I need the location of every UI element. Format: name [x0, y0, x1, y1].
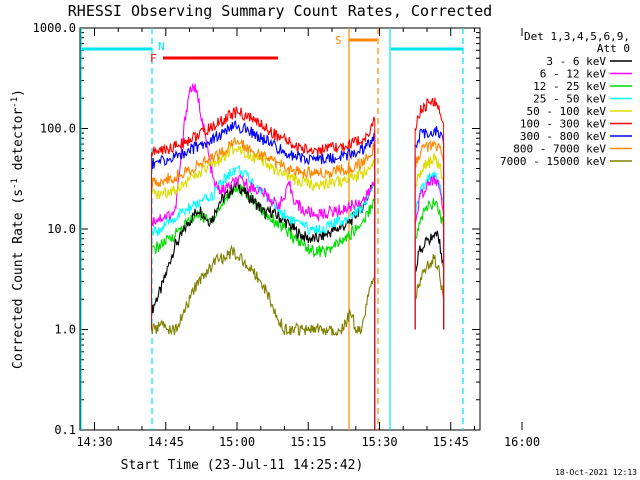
x-axis: 14:30 14:45 15:00 15:15 15:30 15:45 16:00: [76, 28, 540, 449]
y-tick-label: 10.0: [47, 222, 76, 236]
x-tick-label: 14:45: [148, 435, 184, 449]
y-axis-label-part2: detector: [11, 108, 26, 179]
series-line-6: [150, 120, 376, 170]
series-line-b-4: [414, 152, 445, 189]
series-line-0: [150, 178, 376, 318]
series-line-b-8: [414, 254, 445, 300]
y-axis-label-part1: Corrected Count Rate (s: [11, 189, 26, 369]
series-line-b-5: [414, 97, 445, 132]
y-tick-label: 1.0: [54, 323, 76, 337]
legend-header-attenuator: Att 0: [597, 42, 630, 55]
x-tick-label: 14:30: [76, 435, 112, 449]
x-tick-label: 16:00: [504, 435, 540, 449]
y-tick-label: 1000.0: [33, 21, 76, 35]
legend-label: 12 - 25 keV: [533, 80, 606, 93]
series-line-7: [150, 137, 376, 189]
saa-label: S: [335, 34, 342, 47]
y-axis: 0.1 1.0 10.0 100.0 1000.0: [33, 21, 480, 437]
series-line-1: [150, 82, 376, 228]
y-axis-label-sup1: -1: [10, 178, 20, 189]
x-tick-label: 15:45: [433, 435, 469, 449]
chart-title: RHESSI Observing Summary Count Rates, Co…: [68, 2, 492, 20]
x-tick-label: 15:00: [219, 435, 255, 449]
legend-label: 800 - 7000 keV: [513, 143, 606, 156]
series-line-b-7: [414, 139, 445, 168]
y-axis-label-part3: ): [11, 89, 26, 97]
footer-date: 18-Oct-2021 12:13: [555, 468, 637, 477]
legend-label: 300 - 800 keV: [520, 130, 606, 143]
series-line-b-6: [415, 126, 445, 149]
series-line-b-1: [414, 175, 445, 225]
x-axis-label: Start Time (23-Jul-11 14:25:42): [121, 458, 364, 473]
y-axis-label-sup2: -1: [10, 97, 20, 108]
series-line-3: [150, 164, 376, 238]
series-line-4: [150, 143, 376, 200]
series-line-b-0: [414, 230, 445, 272]
plot-frame: [79, 27, 481, 431]
legend-label: 7000 - 15000 keV: [500, 155, 606, 168]
legend-header-detectors: Det 1,3,4,5,6,9,: [524, 30, 630, 43]
y-tick-label: 0.1: [54, 423, 76, 437]
series-line-2: [151, 183, 376, 258]
series-layer: [150, 82, 445, 430]
y-axis-label: Corrected Count Rate (s-1 detector-1): [10, 89, 26, 369]
y-tick-label: 100.0: [40, 122, 76, 136]
x-tick-label: 15:15: [290, 435, 326, 449]
flare-label: F: [150, 52, 157, 65]
series-line-5: [151, 106, 376, 157]
legend-label: 50 - 100 keV: [527, 105, 607, 118]
series-line-b-2: [414, 198, 445, 242]
annotation-layer: N S F: [80, 28, 464, 430]
legend-label: 3 - 6 keV: [546, 55, 606, 68]
x-tick-label: 15:30: [361, 435, 397, 449]
legend-label: 100 - 300 keV: [520, 118, 606, 131]
night-label: N: [158, 40, 165, 53]
legend-label: 25 - 50 keV: [533, 93, 606, 106]
legend-label: 6 - 12 keV: [540, 68, 607, 81]
series-line-8: [150, 244, 376, 337]
